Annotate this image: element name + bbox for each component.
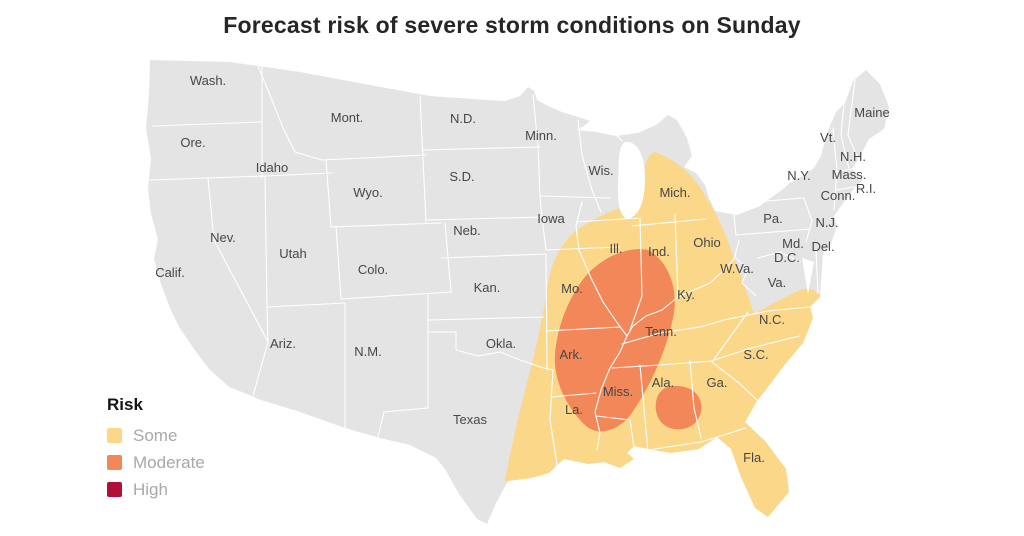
state-label-vt: Vt. bbox=[820, 130, 836, 145]
state-label-nm: N.M. bbox=[354, 344, 381, 359]
legend-swatch-high bbox=[107, 482, 122, 497]
state-label-ny: N.Y. bbox=[787, 168, 811, 183]
state-label-del: Del. bbox=[811, 239, 834, 254]
state-label-sc: S.C. bbox=[743, 347, 768, 362]
state-label-idaho: Idaho bbox=[256, 160, 289, 175]
state-label-ala: Ala. bbox=[652, 375, 674, 390]
state-label-pa: Pa. bbox=[763, 211, 783, 226]
state-label-va: Va. bbox=[768, 275, 787, 290]
state-label-ky: Ky. bbox=[677, 287, 695, 302]
state-label-neb: Neb. bbox=[453, 223, 480, 238]
state-label-wis: Wis. bbox=[588, 163, 613, 178]
state-label-mo: Mo. bbox=[561, 281, 583, 296]
state-label-ill: Ill. bbox=[610, 241, 623, 256]
state-label-texas: Texas bbox=[453, 412, 487, 427]
state-label-ariz: Ariz. bbox=[270, 336, 296, 351]
state-label-minn: Minn. bbox=[525, 128, 557, 143]
state-label-ri: R.I. bbox=[856, 181, 876, 196]
risk-area-moderate-main bbox=[554, 249, 675, 432]
state-label-wash: Wash. bbox=[190, 73, 226, 88]
state-label-dc: D.C. bbox=[774, 250, 800, 265]
legend-swatch-some bbox=[107, 428, 122, 443]
state-label-colo: Colo. bbox=[358, 262, 388, 277]
lake-michigan bbox=[617, 141, 646, 219]
state-label-la: La. bbox=[565, 402, 583, 417]
state-labels: Wash. Ore. Calif. Nev. Idaho Mont. Wyo. Utah Col… bbox=[155, 73, 890, 465]
state-label-calif: Calif. bbox=[155, 265, 185, 280]
state-label-mass: Mass. bbox=[832, 167, 867, 182]
state-label-nh: N.H. bbox=[840, 149, 866, 164]
state-label-md: Md. bbox=[782, 236, 804, 251]
state-label-wva: W.Va. bbox=[720, 261, 754, 276]
legend-label: Some bbox=[133, 425, 178, 445]
state-label-nd: N.D. bbox=[450, 111, 476, 126]
risk-area-moderate-southeast bbox=[655, 385, 702, 430]
chesapeake-bay bbox=[802, 258, 814, 294]
legend-rows: Some Moderate High bbox=[107, 422, 205, 503]
legend-swatch-moderate bbox=[107, 455, 122, 470]
state-label-nev: Nev. bbox=[210, 230, 236, 245]
state-label-iowa: Iowa bbox=[537, 211, 565, 226]
state-label-mich: Mich. bbox=[659, 185, 690, 200]
legend-label: Moderate bbox=[133, 452, 205, 472]
state-label-ind: Ind. bbox=[648, 244, 670, 259]
risk-legend: Risk Some Moderate High bbox=[107, 395, 205, 503]
state-label-nc: N.C. bbox=[759, 312, 785, 327]
state-borders bbox=[149, 61, 861, 493]
page-title: Forecast risk of severe storm conditions… bbox=[223, 12, 801, 38]
state-label-nj: N.J. bbox=[815, 215, 838, 230]
state-label-ohio: Ohio bbox=[693, 235, 720, 250]
state-label-sd: S.D. bbox=[449, 169, 474, 184]
state-label-maine: Maine bbox=[854, 105, 889, 120]
state-label-tenn: Tenn. bbox=[645, 324, 677, 339]
state-label-fla: Fla. bbox=[743, 450, 765, 465]
state-label-okla: Okla. bbox=[486, 336, 516, 351]
state-label-kan: Kan. bbox=[474, 280, 501, 295]
state-label-mont: Mont. bbox=[331, 110, 364, 125]
state-label-ark: Ark. bbox=[559, 347, 582, 362]
legend-label: High bbox=[133, 479, 168, 499]
legend-item-moderate: Moderate bbox=[107, 449, 205, 476]
state-label-ga: Ga. bbox=[707, 375, 728, 390]
state-label-ore: Ore. bbox=[180, 135, 205, 150]
state-label-conn: Conn. bbox=[821, 188, 856, 203]
legend-title: Risk bbox=[107, 395, 143, 414]
state-label-miss: Miss. bbox=[603, 384, 633, 399]
legend-item-high: High bbox=[107, 476, 205, 503]
state-label-utah: Utah bbox=[279, 246, 306, 261]
state-label-wyo: Wyo. bbox=[353, 185, 383, 200]
legend-item-some: Some bbox=[107, 422, 205, 449]
